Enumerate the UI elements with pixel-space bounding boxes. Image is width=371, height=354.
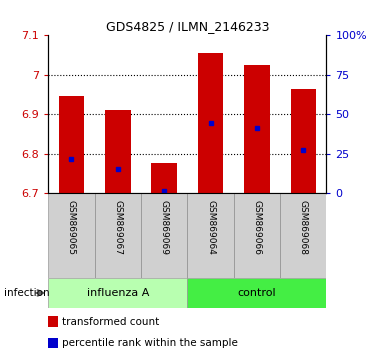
Bar: [48, 338, 58, 348]
Bar: [187, 193, 234, 278]
Bar: [198, 53, 223, 193]
Text: control: control: [237, 288, 276, 298]
Bar: [187, 278, 326, 308]
Text: GSM869064: GSM869064: [206, 200, 215, 255]
Bar: [290, 88, 316, 193]
Title: GDS4825 / ILMN_2146233: GDS4825 / ILMN_2146233: [106, 20, 269, 33]
Text: percentile rank within the sample: percentile rank within the sample: [62, 338, 238, 348]
Text: GSM869067: GSM869067: [113, 200, 122, 255]
Bar: [48, 193, 95, 278]
Bar: [234, 193, 280, 278]
Bar: [141, 193, 187, 278]
Text: GSM869069: GSM869069: [160, 200, 169, 255]
Bar: [280, 193, 326, 278]
Bar: [95, 193, 141, 278]
Bar: [244, 65, 270, 193]
Text: GSM869066: GSM869066: [252, 200, 262, 255]
Bar: [151, 164, 177, 193]
Text: influenza A: influenza A: [86, 288, 149, 298]
Bar: [48, 278, 187, 308]
Text: GSM869065: GSM869065: [67, 200, 76, 255]
Text: transformed count: transformed count: [62, 317, 160, 327]
Text: infection: infection: [4, 288, 49, 298]
Bar: [59, 96, 84, 193]
Bar: [48, 316, 58, 327]
Bar: [105, 110, 131, 193]
Text: GSM869068: GSM869068: [299, 200, 308, 255]
